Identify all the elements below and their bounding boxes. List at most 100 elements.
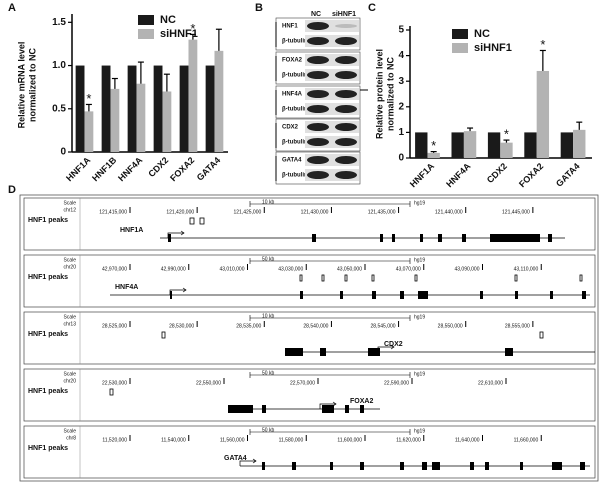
exon [490,234,540,242]
bar [110,88,120,152]
peak [199,217,205,225]
exon [368,348,380,356]
panel-label: B [255,2,263,14]
blot-band [335,24,357,28]
exon [340,291,343,299]
y-axis-label: normalized to NC [27,48,37,123]
exon [228,405,253,413]
exon [548,234,552,242]
exon [400,462,404,470]
scale-label: Scale [63,371,76,377]
coord-label: 28,525,000 [102,323,127,329]
exon [480,291,483,299]
blot-band [307,123,329,131]
bar [84,111,94,152]
significance: * [540,37,545,52]
scale-label: Scale [63,428,76,434]
panel-label: C [368,2,376,14]
coord-label: 43,010,000 [219,266,244,272]
coord-label: 43,030,000 [278,266,303,272]
coord-label: 28,540,000 [303,323,328,329]
exon [418,291,428,299]
peak [371,274,375,282]
blot-band [335,138,357,146]
blot-row-label: FOXA2 [282,58,303,64]
bar [162,91,172,152]
x-tick-label: GATA4 [195,155,223,183]
panel-label: D [8,184,16,196]
significance: * [190,21,195,36]
peak [161,331,166,339]
chrom-label: chr20 [63,264,76,270]
blot-row-label: β-tubulin [282,39,308,45]
y-tick-label: 5 [398,25,404,36]
exon [552,462,562,470]
coord-label: 43,070,000 [396,266,421,272]
exon [470,462,474,470]
coord-label: 11,580,000 [279,437,304,443]
y-tick-label: 0 [60,147,66,158]
exon [420,234,423,242]
x-tick-label: FOXA2 [168,155,196,183]
exon [485,462,489,470]
assembly-label: hg19 [414,371,425,377]
peaks-label: HNF1 peaks [28,331,68,338]
y-tick-label: 1.5 [52,17,66,28]
coord-label: 28,535,000 [236,323,261,329]
exon [168,234,171,242]
coord-label: 22,530,000 [102,380,127,386]
peak [321,274,325,282]
y-axis-label: Relative protein level [374,49,384,139]
bar [136,83,146,152]
coord-label: 42,970,000 [102,266,127,272]
blot-band [307,105,329,113]
track-box [23,197,596,251]
blot-row-label: CDX2 [282,125,299,131]
y-tick-label: 0.5 [52,103,66,114]
coord-label: 28,545,000 [371,323,396,329]
y-tick-label: 4 [398,50,404,61]
y-tick-label: 1.0 [52,60,66,71]
legend-label: NC [160,14,176,26]
blot-band [335,71,357,79]
peaks-label: HNF1 peaks [28,217,68,224]
coord-label: 22,550,000 [196,380,221,386]
exon [380,234,383,242]
bar [536,70,550,158]
bar [75,65,85,152]
chrom-label: chr12 [63,207,76,213]
y-tick-label: 3 [398,76,404,87]
blot-row-label: β-tubulin [282,73,308,79]
exon [360,405,364,413]
exon [300,291,303,299]
exon [438,234,442,242]
track-box [23,311,596,365]
scale-span: 10 kb [262,199,274,205]
exon [360,462,364,470]
coord-label: 121,445,000 [502,209,530,215]
scale-label: Scale [63,200,76,206]
coord-label: 43,090,000 [454,266,479,272]
lane-label: NC [311,11,321,18]
coord-label: 11,600,000 [337,437,362,443]
bar [500,142,513,158]
bar [427,152,440,158]
x-tick-label: GATA4 [554,161,582,189]
blot-band [335,156,357,164]
exon [322,405,334,413]
gene-label: HNF4A [115,284,138,291]
blot-band [335,37,357,45]
assembly-label: hg19 [414,428,425,434]
blot-band [307,22,329,30]
bar [205,65,215,152]
exon [582,291,586,299]
scale-span: 50 kb [262,256,274,262]
y-tick-label: 1 [398,127,404,138]
blot-row-label: β-tubulin [282,140,308,146]
coord-label: 28,555,000 [505,323,530,329]
x-tick-label: CDX2 [146,155,170,179]
peaks-label: HNF1 peaks [28,445,68,452]
blot-band [335,56,357,64]
blot-band [307,171,329,179]
